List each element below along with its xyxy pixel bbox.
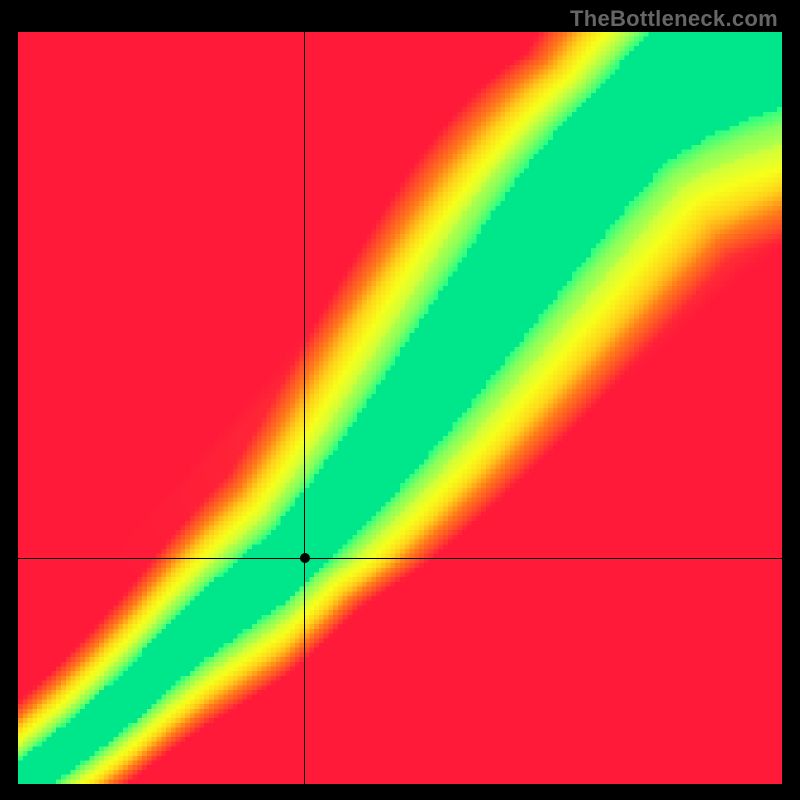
- crosshair-horizontal: [18, 558, 782, 559]
- bottleneck-heatmap: [18, 32, 782, 784]
- watermark-text: TheBottleneck.com: [570, 6, 778, 32]
- crosshair-vertical: [304, 32, 305, 784]
- crosshair-marker: [300, 553, 310, 563]
- chart-container: TheBottleneck.com: [0, 0, 800, 800]
